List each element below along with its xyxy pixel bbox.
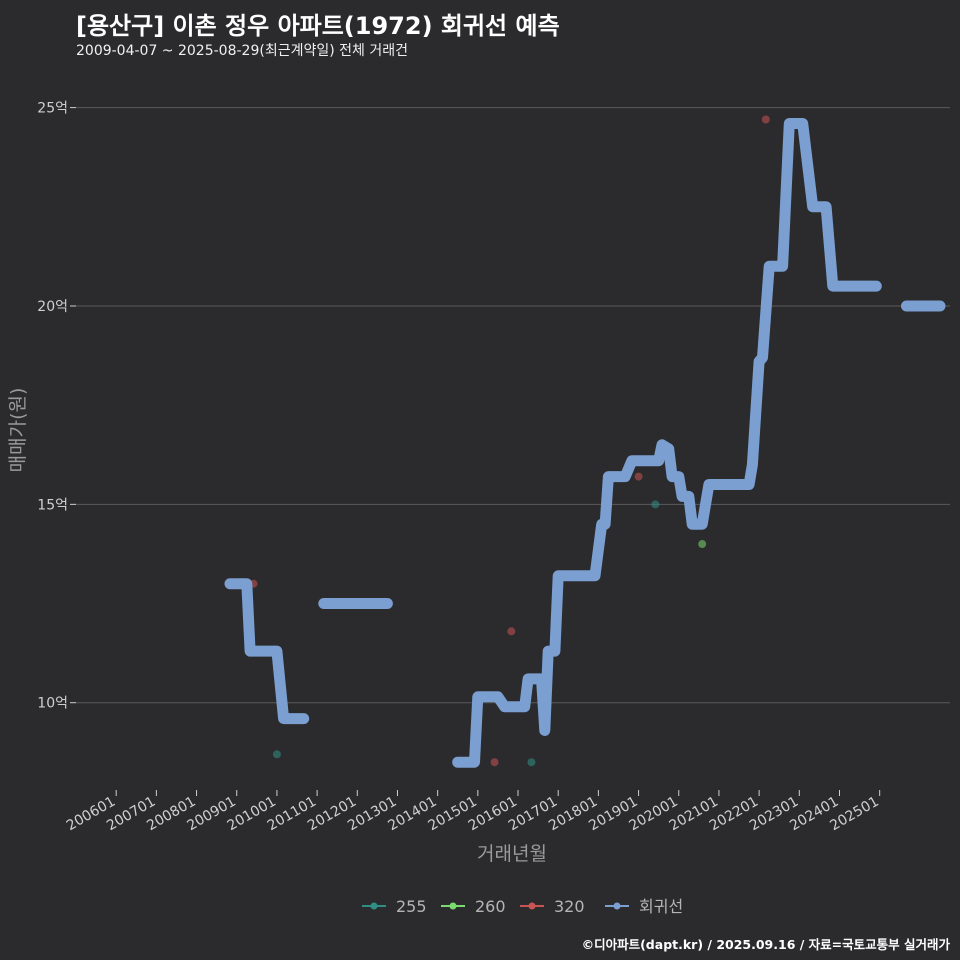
source-caption: ©디아파트(dapt.kr) / 2025.09.16 / 자료=국토교통부 실… xyxy=(581,937,950,952)
data-point-320 xyxy=(634,472,643,481)
trend-line-layer xyxy=(224,118,946,768)
data-point-320 xyxy=(507,627,516,636)
data-point-255 xyxy=(651,500,660,509)
y-tick-label: 15억 xyxy=(37,497,68,513)
legend-key-dot xyxy=(449,902,457,910)
data-point-320 xyxy=(761,115,770,124)
legend-label: 320 xyxy=(554,897,585,916)
legend-key-dot xyxy=(528,902,536,910)
trend-line-segment xyxy=(452,118,882,768)
y-tick-label: 20억 xyxy=(37,299,68,315)
data-point-320 xyxy=(490,758,499,767)
legend-label: 260 xyxy=(475,897,506,916)
data-point-255 xyxy=(272,750,281,759)
y-tick-label: 10억 xyxy=(37,696,68,712)
legend-key-dot xyxy=(613,902,621,910)
points-layer xyxy=(249,115,770,767)
legend-label: 회귀선 xyxy=(639,897,683,916)
data-point-260 xyxy=(698,540,707,549)
trend-line-segment xyxy=(224,578,310,725)
legend-key-dot xyxy=(370,902,378,910)
chart-subtitle: 2009-04-07 ~ 2025-08-29(최근계약일) 전체 거래건 xyxy=(76,43,408,59)
y-axis: 10억 15억 20억 25억 xyxy=(37,101,68,712)
legend-label: 255 xyxy=(396,897,427,916)
x-axis: 2006012007012008012009012010012011012012… xyxy=(64,790,882,834)
y-axis-title: 매매가(원) xyxy=(7,388,29,473)
grid-layer xyxy=(70,107,950,704)
x-axis-title: 거래년월 xyxy=(477,843,547,865)
legend: 255 260 320 회귀선 xyxy=(362,897,683,916)
chart-title: [용산구] 이촌 정우 아파트(1972) 회귀선 예측 xyxy=(76,12,560,40)
y-tick-label: 25억 xyxy=(37,101,68,117)
data-point-255 xyxy=(527,758,536,767)
